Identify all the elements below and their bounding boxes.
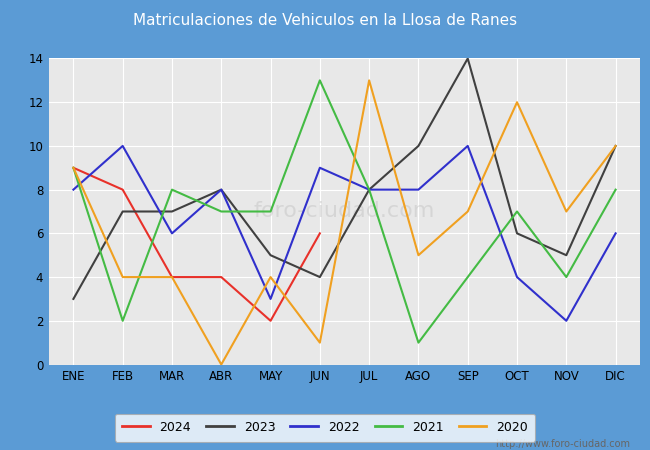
Text: Matriculaciones de Vehiculos en la Llosa de Ranes: Matriculaciones de Vehiculos en la Llosa… (133, 13, 517, 28)
Legend: 2024, 2023, 2022, 2021, 2020: 2024, 2023, 2022, 2021, 2020 (114, 414, 536, 441)
Text: foro-ciudad.com: foro-ciudad.com (254, 202, 436, 221)
Text: http://www.foro-ciudad.com: http://www.foro-ciudad.com (495, 439, 630, 449)
